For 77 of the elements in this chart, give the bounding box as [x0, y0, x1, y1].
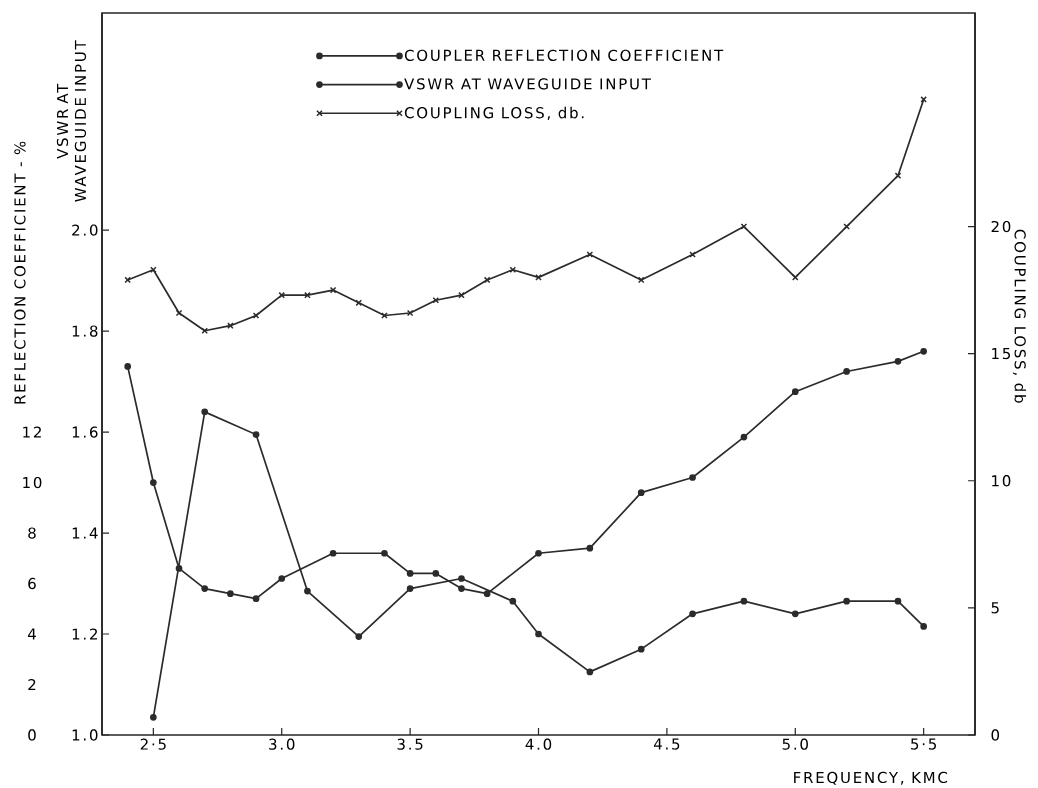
y3-tick-label: 15: [992, 348, 1011, 360]
y-tick-label: 0: [28, 729, 36, 741]
point: [843, 597, 850, 605]
y-tick-label: 6: [28, 577, 36, 590]
point: [740, 433, 748, 441]
point: [535, 549, 542, 557]
point: [509, 597, 517, 605]
y2-tick-label: 1.6: [72, 426, 98, 438]
point: [355, 633, 363, 640]
point: [227, 590, 234, 597]
point: [304, 587, 311, 595]
x-tick-label: 2·5: [140, 738, 166, 750]
point: [381, 312, 388, 319]
point: [355, 299, 363, 307]
point: [124, 363, 132, 370]
x-axis-title: FREQUENCY, KMC: [794, 771, 948, 785]
point: [586, 668, 594, 676]
point: [894, 358, 902, 365]
y3-tick-label: 5: [991, 602, 999, 614]
x-tick-label: 3.5: [397, 738, 423, 750]
y2-tick-label: 2.0: [72, 224, 98, 236]
x-tick-label: 5·5: [911, 738, 937, 750]
point: [689, 610, 696, 618]
point: [329, 549, 337, 557]
y2-axis-title: VSWR AT WAVEGUIDE INPUT: [56, 40, 87, 202]
point: [637, 645, 645, 653]
y-axis-title: REFLECTION COEFFICIENT - %: [14, 141, 26, 404]
y3-tick-label: 0: [991, 729, 1000, 741]
point: [432, 570, 440, 577]
point: [894, 597, 902, 605]
point: [150, 713, 157, 721]
legend-label: COUPLING LOSS, db.: [404, 106, 584, 120]
point: [791, 610, 799, 618]
y-tick-label: 10: [23, 476, 42, 489]
point: [201, 327, 208, 335]
x-tick-label: 3.0: [269, 738, 295, 750]
legend-label: COUPLER REFLECTION COEFFICIENT: [404, 49, 724, 61]
y2-tick-label: 1.4: [72, 527, 98, 539]
point: [329, 286, 337, 294]
point: [637, 489, 645, 496]
x-tick-label: 5.0: [782, 738, 808, 750]
y-tick-label: 2: [28, 678, 36, 691]
point: [406, 585, 414, 592]
point: [483, 590, 491, 597]
point: [201, 408, 209, 416]
x-tick-label: 4.0: [525, 738, 552, 750]
point: [252, 431, 260, 438]
legend-label: VSWR AT WAVEGUIDE INPUT: [404, 78, 651, 90]
point: [791, 388, 799, 396]
y3-tick-label: 10: [992, 475, 1011, 487]
point: [535, 630, 542, 638]
point: [920, 347, 928, 355]
y3-axis-title: COUPLING LOSS, db: [1012, 229, 1027, 403]
point: [458, 575, 465, 582]
y2-tick-label: 1.2: [72, 628, 97, 640]
x-tick-label: 4.5: [653, 738, 680, 750]
point: [586, 544, 594, 552]
point: [150, 479, 157, 486]
point: [406, 570, 414, 577]
point: [252, 595, 260, 603]
y-tick-label: 8: [28, 527, 36, 539]
y2-tick-label: 1.8: [72, 325, 98, 337]
point: [920, 623, 928, 630]
point: [381, 549, 388, 557]
y-tick-label: 4: [27, 628, 36, 640]
point: [175, 565, 183, 572]
y2-tick-label: 1.0: [72, 729, 98, 741]
point: [458, 585, 465, 592]
point: [689, 474, 696, 481]
point: [843, 368, 850, 375]
point: [740, 597, 748, 605]
point: [201, 585, 209, 592]
y3-tick-label: 20: [991, 220, 1011, 233]
point: [278, 575, 286, 582]
y-tick-label: 12: [23, 426, 41, 438]
point: [689, 251, 696, 258]
point: [175, 309, 183, 317]
